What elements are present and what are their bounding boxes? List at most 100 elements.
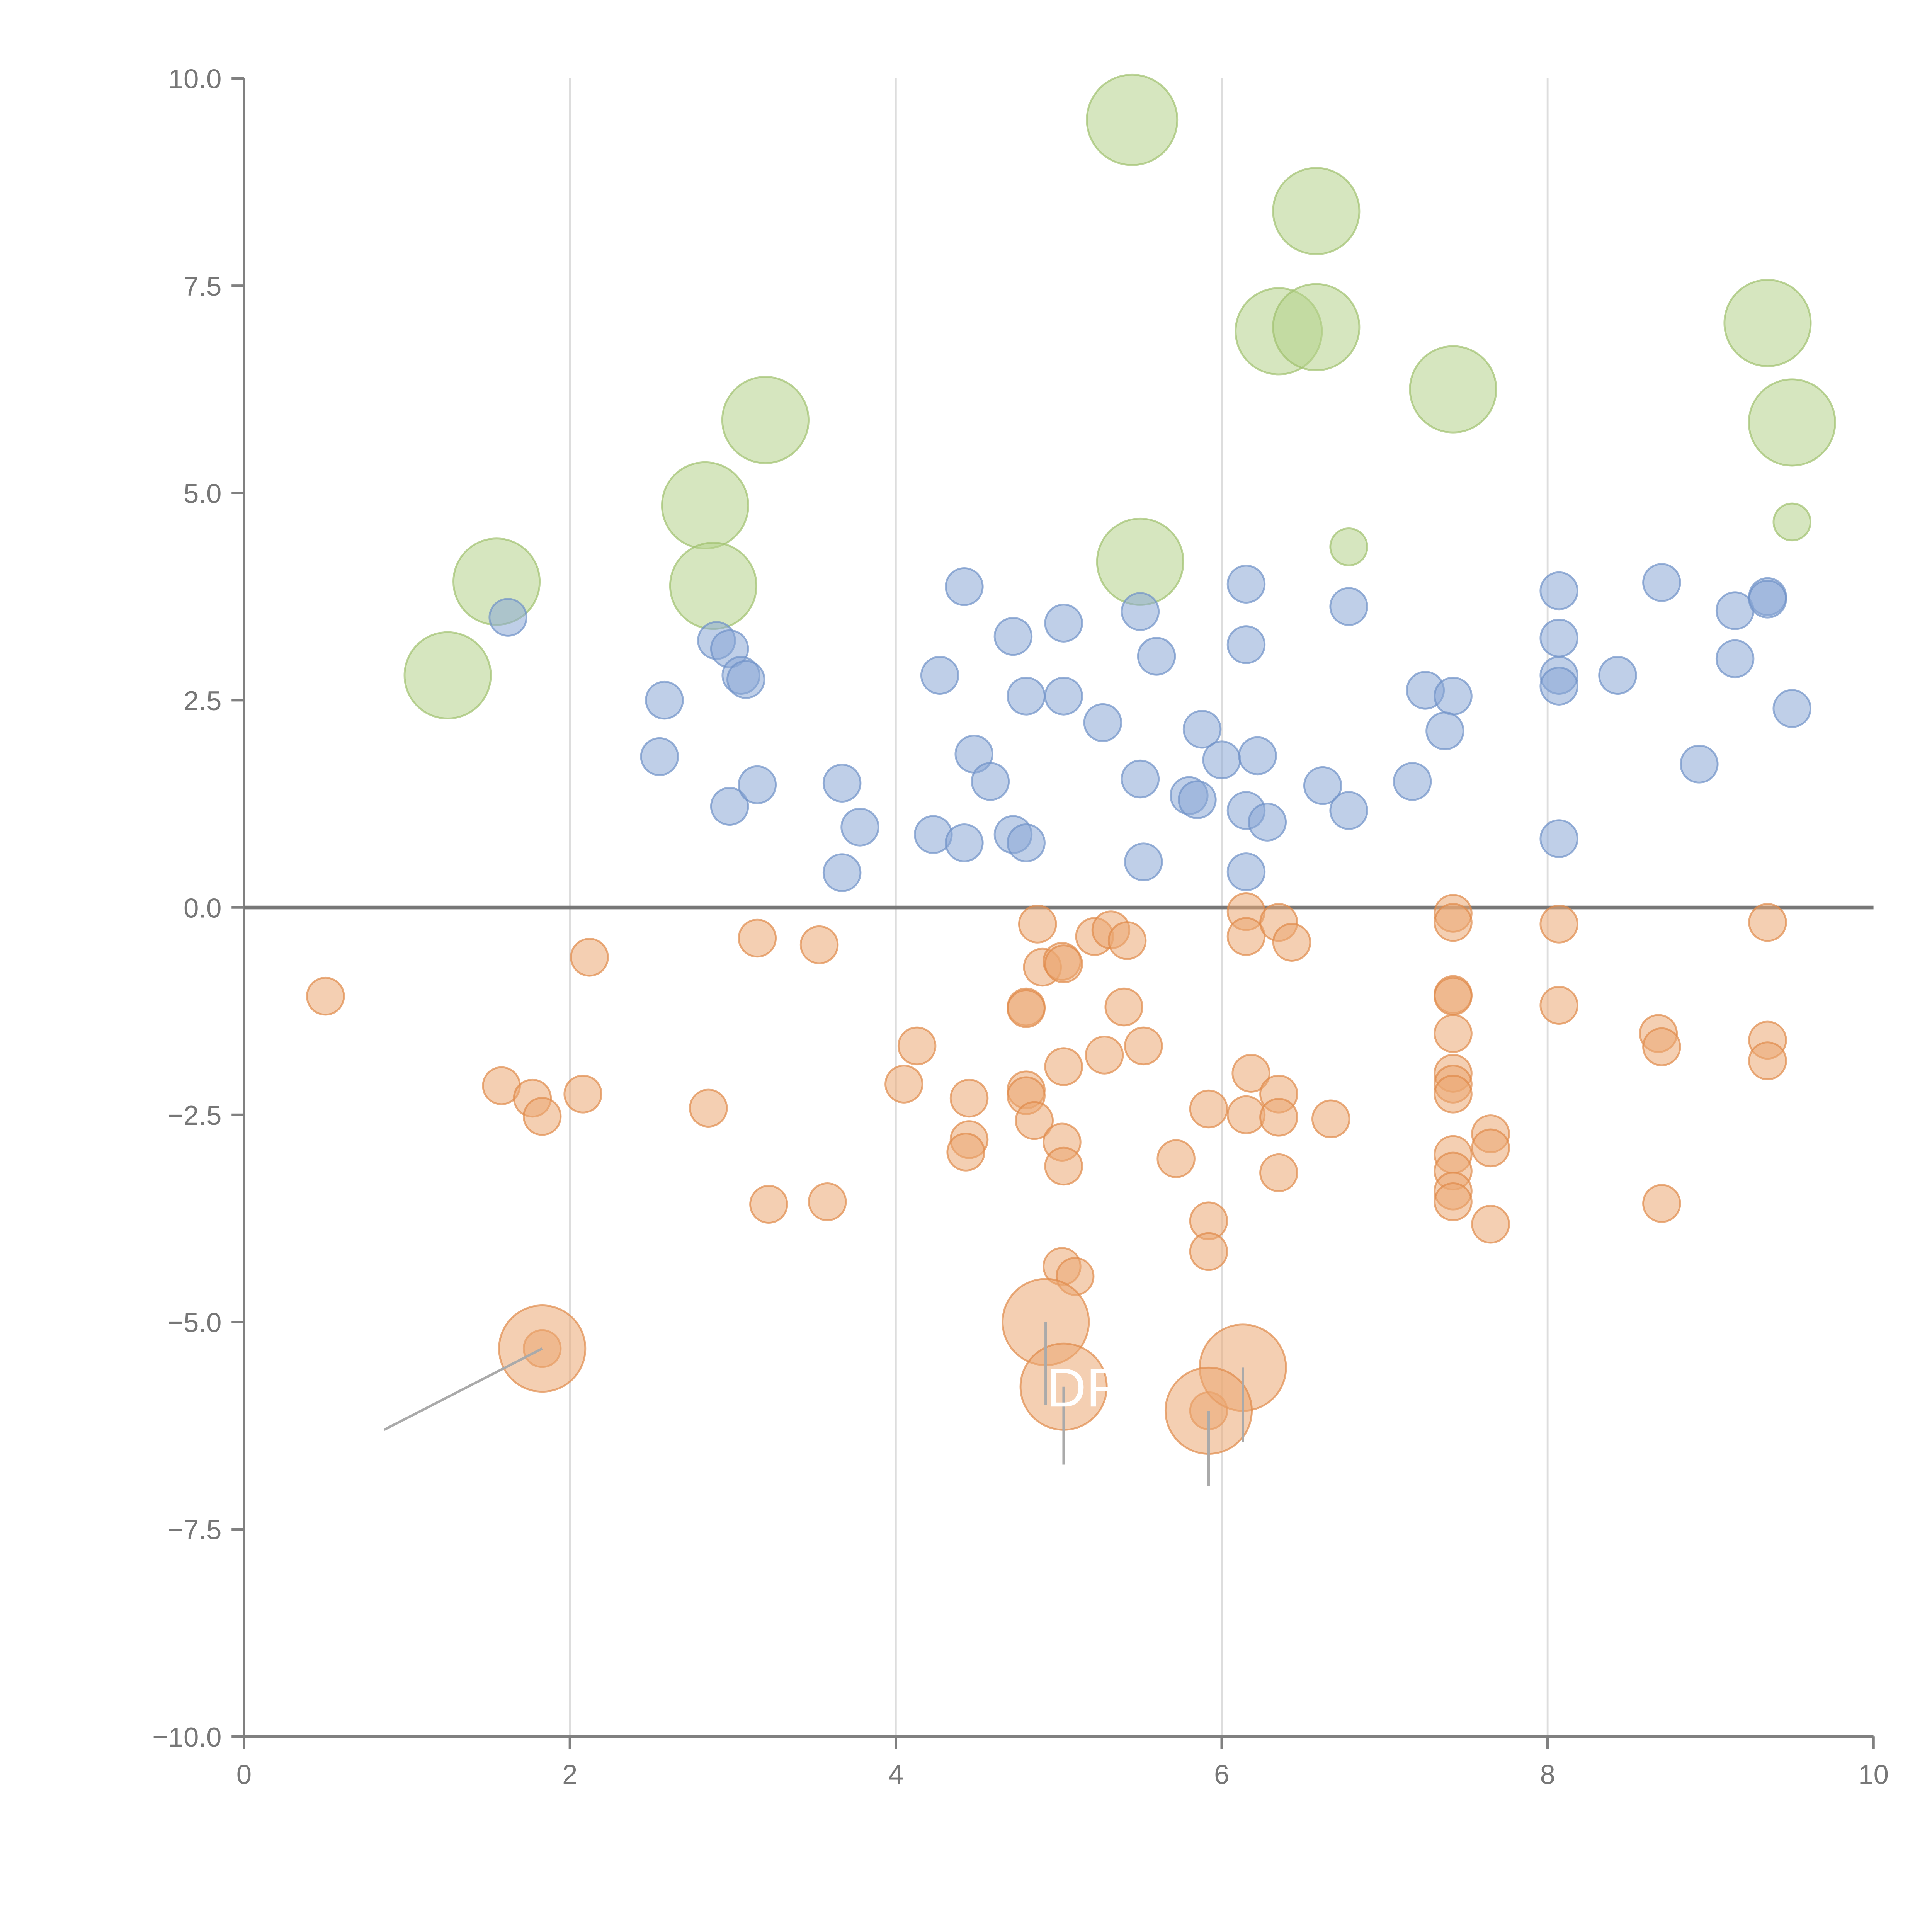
blue-point-40 (1303, 766, 1342, 805)
green-point-5 (1409, 345, 1497, 434)
orange-point-33 (1104, 987, 1143, 1027)
blue-point-4 (726, 660, 765, 699)
orange-point-57 (1434, 1075, 1473, 1114)
blue-point-53 (1680, 745, 1719, 784)
y-tick-label-5: −2.5 (168, 1100, 222, 1131)
orange-point-32 (1107, 921, 1147, 960)
orange-point-34 (1085, 1036, 1124, 1075)
orange-point-0 (306, 976, 345, 1016)
blue-point-20 (971, 762, 1010, 801)
blue-point-31 (1182, 710, 1222, 749)
orange-point-24 (1044, 944, 1083, 983)
blue-point-16 (1007, 677, 1046, 716)
x-tick-label-5: 10 (1858, 1760, 1889, 1790)
orange-point-15 (946, 1133, 985, 1172)
orange-point-75 (498, 1304, 587, 1393)
x-tick-label-4: 8 (1540, 1760, 1555, 1790)
orange-point-51 (1434, 903, 1473, 942)
y-tick-label-7: −7.5 (168, 1515, 222, 1546)
y-tick-label-4: 0.0 (184, 893, 222, 923)
blue-point-57 (1748, 580, 1787, 619)
orange-point-49 (1259, 1153, 1298, 1192)
blue-point-0 (488, 598, 527, 637)
blue-point-15 (1044, 604, 1083, 643)
blue-point-25 (1121, 592, 1160, 631)
blue-point-12 (945, 567, 984, 606)
blue-point-34 (1226, 625, 1266, 664)
orange-point-11 (884, 1065, 923, 1104)
y-tick-label-3: 2.5 (184, 686, 222, 716)
annotation-label-0: DF (1047, 1357, 1120, 1418)
blue-point-37 (1248, 803, 1287, 842)
axes-layer: 10.0 7.5 5.0 2.5 0.0 −2.5 −5.0 −7.5 −10.0 0 2 4 6 8 10 (152, 64, 1889, 1790)
green-point-1 (1272, 167, 1361, 255)
green-point-0 (1086, 73, 1179, 166)
leader-line-0 (383, 1347, 543, 1431)
blue-point-5 (645, 680, 684, 720)
blue-point-35 (1238, 736, 1277, 776)
y-tick-label-8: −10.0 (152, 1722, 221, 1753)
orange-point-72 (1748, 1041, 1787, 1080)
orange-point-45 (1226, 1095, 1266, 1134)
orange-point-70 (1748, 903, 1787, 942)
blue-point-55 (1715, 639, 1755, 679)
blue-point-52 (1642, 563, 1681, 602)
orange-point-20 (1015, 1101, 1054, 1140)
orange-point-10 (808, 1182, 847, 1221)
blue-point-51 (1598, 656, 1637, 695)
blue-point-14 (993, 617, 1033, 656)
green-point-3 (1272, 283, 1361, 371)
orange-point-27 (1044, 1146, 1083, 1186)
blue-point-54 (1715, 591, 1755, 630)
blue-point-9 (822, 764, 862, 803)
green-point-7 (721, 376, 810, 464)
blue-point-43 (1434, 677, 1473, 716)
x-tick-label-2: 4 (888, 1760, 903, 1790)
orange-point-35 (1124, 1026, 1163, 1066)
green-point-14 (1772, 502, 1811, 542)
blue-point-6 (640, 737, 679, 776)
orange-point-68 (1642, 1027, 1681, 1066)
orange-point-37 (1189, 1089, 1228, 1129)
blue-point-50 (1539, 819, 1578, 858)
annotation-layer: DF (1047, 1357, 1120, 1418)
green-point-6 (1748, 378, 1836, 467)
blue-point-49 (1539, 667, 1578, 706)
blue-point-44 (1425, 711, 1464, 750)
blue-point-13 (920, 656, 959, 695)
orange-point-13 (949, 1078, 989, 1118)
blue-point-11 (822, 853, 862, 892)
blue-point-26 (1137, 637, 1176, 676)
x-tick-label-0: 0 (236, 1760, 252, 1790)
orange-point-54 (1434, 1014, 1473, 1053)
x-tick-label-1: 2 (562, 1760, 577, 1790)
blue-point-8 (738, 765, 777, 804)
blue-point-30 (1178, 780, 1217, 819)
orange-point-39 (1189, 1232, 1228, 1271)
orange-point-48 (1311, 1099, 1350, 1138)
orange-point-25 (1044, 1047, 1083, 1086)
blue-point-17 (1044, 677, 1083, 716)
orange-point-41 (1226, 917, 1266, 956)
orange-point-69 (1642, 1184, 1681, 1223)
y-tick-label-1: 7.5 (184, 271, 222, 302)
blue-point-10 (840, 808, 879, 847)
orange-point-61 (1434, 1182, 1473, 1221)
green-point-9 (669, 542, 758, 630)
blue-point-18 (1083, 703, 1122, 742)
blue-point-41 (1329, 791, 1368, 830)
orange-point-7 (738, 918, 777, 958)
green-point-11 (403, 631, 492, 719)
orange-point-8 (799, 925, 839, 964)
green-point-13 (1329, 527, 1368, 566)
blue-point-58 (1772, 689, 1811, 728)
blue-point-24 (1007, 823, 1046, 862)
blue-point-22 (945, 823, 984, 862)
blue-point-27 (1121, 759, 1160, 799)
green-point-4 (1723, 279, 1812, 367)
orange-point-53 (1434, 976, 1473, 1016)
blue-point-39 (1329, 587, 1368, 626)
blue-point-7 (710, 787, 749, 826)
y-tick-label-6: −5.0 (168, 1308, 222, 1338)
